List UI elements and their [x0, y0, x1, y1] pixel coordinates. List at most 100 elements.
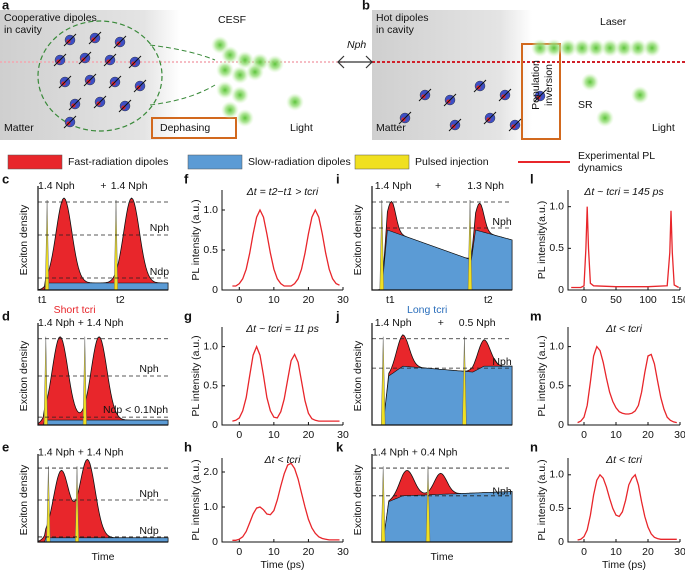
pl-curve: [232, 462, 340, 541]
y-axis-label: Exciton density: [352, 464, 364, 535]
y-tick-label: 0: [212, 419, 218, 431]
label: t2: [116, 294, 125, 306]
axes: [371, 186, 512, 291]
label: Population: [530, 60, 542, 110]
label: Matter: [4, 122, 34, 134]
label: 1.4 Nph: [38, 180, 75, 192]
annotation: Δt < tcri: [264, 454, 302, 466]
pulse-spike: [380, 336, 386, 426]
y-axis-label: PL intensity (a.u.): [536, 335, 548, 416]
x-tick-label: 30: [674, 429, 685, 441]
dipole-arrow: [53, 53, 67, 67]
label: 1.4 Nph + 1.4 Nph: [38, 317, 124, 329]
y-tick-label: 0.5: [549, 502, 564, 514]
label: t2: [484, 294, 493, 306]
x-axis-label: Time (ps): [261, 559, 305, 571]
label: Matter: [376, 122, 406, 134]
dipole-arrow: [448, 118, 462, 132]
y-axis-label: Exciton density: [352, 204, 364, 275]
y-tick-label: 1.0: [549, 340, 564, 352]
x-tick-label: 0: [236, 294, 242, 306]
light-glow: [266, 55, 284, 73]
y-tick-label: 2.0: [203, 466, 218, 478]
y-tick-label: 0.5: [549, 380, 564, 392]
dipole-arrow: [483, 111, 497, 125]
label: +: [438, 317, 444, 329]
x-tick-label: 20: [303, 294, 315, 306]
x-tick-label: 150: [671, 294, 685, 306]
label: 1.4 Nph: [111, 180, 148, 192]
pulse-spike: [43, 336, 48, 426]
dipole-arrow: [88, 31, 102, 45]
light-glow: [581, 73, 599, 91]
light-glow: [231, 86, 249, 104]
y-axis-label: Exciton density: [18, 204, 30, 275]
dipole-arrow: [498, 88, 512, 102]
y-tick-label: 0.5: [203, 380, 218, 392]
x-tick-label: 0: [236, 546, 242, 558]
x-tick-label: 20: [642, 546, 654, 558]
legend-swatch: [354, 154, 410, 170]
x-tick-label: 30: [674, 546, 685, 558]
x-tick-label: 20: [303, 546, 315, 558]
x-tick-label: 20: [303, 429, 315, 441]
dipole-arrow: [93, 95, 107, 109]
dipole-arrow: [133, 79, 147, 93]
y-tick-label: 0: [558, 419, 564, 431]
pl-curve: [577, 473, 677, 541]
axes: [567, 190, 680, 291]
x-tick-label: 10: [268, 546, 280, 558]
label: Long tcri: [407, 304, 447, 316]
y-tick-label: 0: [558, 536, 564, 548]
cooperative-ellipse: [37, 20, 163, 132]
pl-curve: [571, 206, 680, 289]
label: 1.4 Nph + 0.4 Nph: [372, 447, 458, 459]
label: CESF: [218, 14, 246, 26]
fast-dipoles-area: [37, 197, 169, 291]
dipole-arrow: [108, 75, 122, 89]
label: Slow-radiation dipoles: [248, 156, 351, 168]
y-tick-label: 0.5: [549, 242, 564, 254]
dipole-arrow: [398, 111, 412, 125]
light-glow: [631, 86, 649, 104]
axes: [371, 323, 512, 426]
label: Experimental PL: [578, 150, 655, 162]
light-glow: [231, 66, 249, 84]
pulse-spike: [82, 336, 87, 426]
matter-region: [372, 10, 532, 140]
axes: [37, 186, 168, 291]
laser-glow: [559, 39, 577, 57]
dipole-arrow: [103, 53, 117, 67]
light-glow: [246, 63, 264, 81]
x-tick-label: 30: [337, 294, 349, 306]
label: Light: [290, 122, 313, 134]
label: Nph: [150, 222, 169, 234]
y-tick-label: 0: [558, 284, 564, 296]
label: 1.3 Nph: [467, 180, 504, 192]
pl-curve: [232, 344, 340, 422]
annotation: Δt < tcri: [605, 454, 643, 466]
panel-letter: f: [184, 171, 189, 186]
label: 0.5 Nph: [459, 317, 496, 329]
axes: [221, 458, 343, 543]
panel-letter: i: [336, 171, 340, 186]
y-axis-label: PL intensity (a.u.): [190, 335, 202, 416]
annotation: Δt < tcri: [605, 323, 643, 335]
label: Time: [431, 551, 454, 563]
axes: [221, 327, 343, 426]
x-tick-label: 10: [268, 429, 280, 441]
label: +: [100, 180, 106, 192]
axes: [37, 323, 168, 426]
laser-glow: [545, 39, 563, 57]
x-tick-label: 0: [581, 294, 587, 306]
pl-curve: [232, 208, 340, 287]
dipole-arrow: [443, 93, 457, 107]
label: Nph: [347, 39, 366, 51]
y-axis-label: Exciton density: [18, 340, 30, 411]
panel-letter: m: [530, 308, 542, 323]
dipole-arrow: [78, 51, 92, 65]
label: Pulsed injection: [415, 156, 489, 168]
panel-letter: k: [336, 439, 344, 454]
label: Short tcri: [54, 304, 96, 316]
x-tick-label: 30: [337, 429, 349, 441]
